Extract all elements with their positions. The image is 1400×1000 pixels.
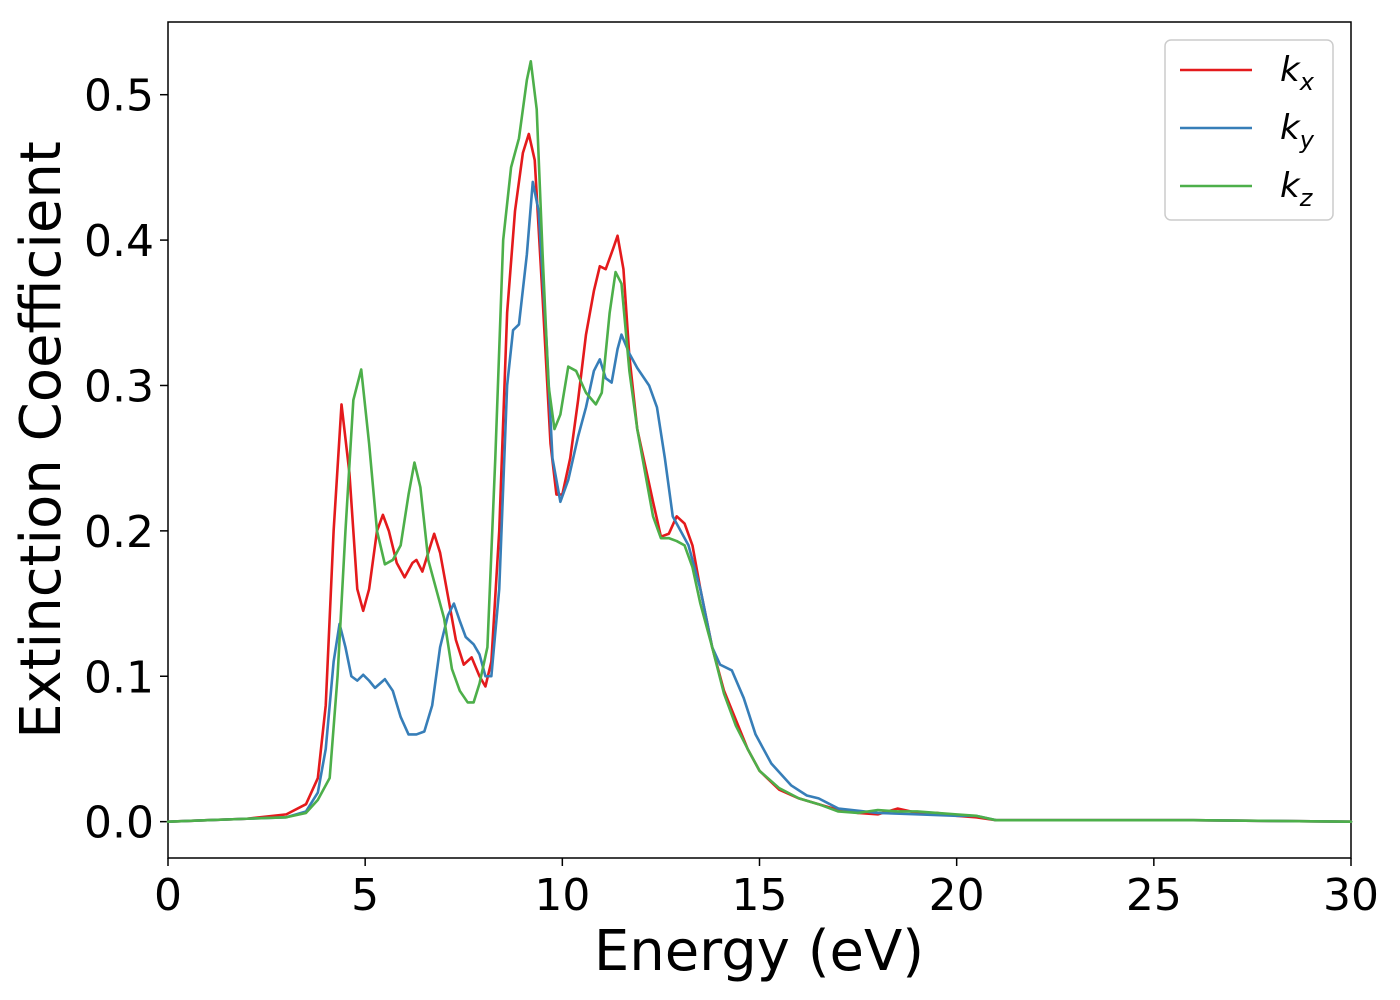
legend-label-subscript: x [1299,68,1315,96]
x-axis-ticks: 0 5 10 15 20 25 30 [154,858,1379,921]
x-axis-title: Energy (eV) [594,919,924,984]
y-tick-label: 0.2 [84,507,154,558]
series-line-kz [166,59,1353,823]
y-tick-label: 0.0 [84,798,154,849]
x-tick-label: 5 [351,870,379,921]
legend-label-subscript: y [1299,126,1315,154]
x-tick-label: 20 [929,870,985,921]
y-tick-label: 0.4 [84,216,154,267]
legend-label-subscript: z [1299,184,1314,212]
x-tick-label: 25 [1126,870,1182,921]
x-tick-label: 30 [1323,870,1379,921]
x-tick-label: 0 [154,870,182,921]
x-tick-label: 15 [732,870,788,921]
y-tick-label: 0.1 [84,652,154,703]
legend-box [1164,39,1334,221]
series-lines [166,59,1353,823]
legend-label-main: k [1280,108,1301,148]
y-axis-title: Extinction Coefficient [9,141,74,739]
y-tick-label: 0.3 [84,361,154,412]
legend-label-main: k [1280,166,1301,206]
series-line-kx [166,132,1353,823]
series-line-ky [166,180,1353,823]
x-tick-label: 10 [534,870,590,921]
legend-label-kx: kx [1280,50,1315,96]
y-tick-label: 0.5 [84,71,154,122]
legend-label-main: k [1280,50,1301,90]
legend-label-kz: kz [1280,166,1314,212]
legend-label-ky: ky [1280,108,1315,154]
y-axis-ticks: 0.0 0.1 0.2 0.3 0.4 0.5 [84,71,168,849]
